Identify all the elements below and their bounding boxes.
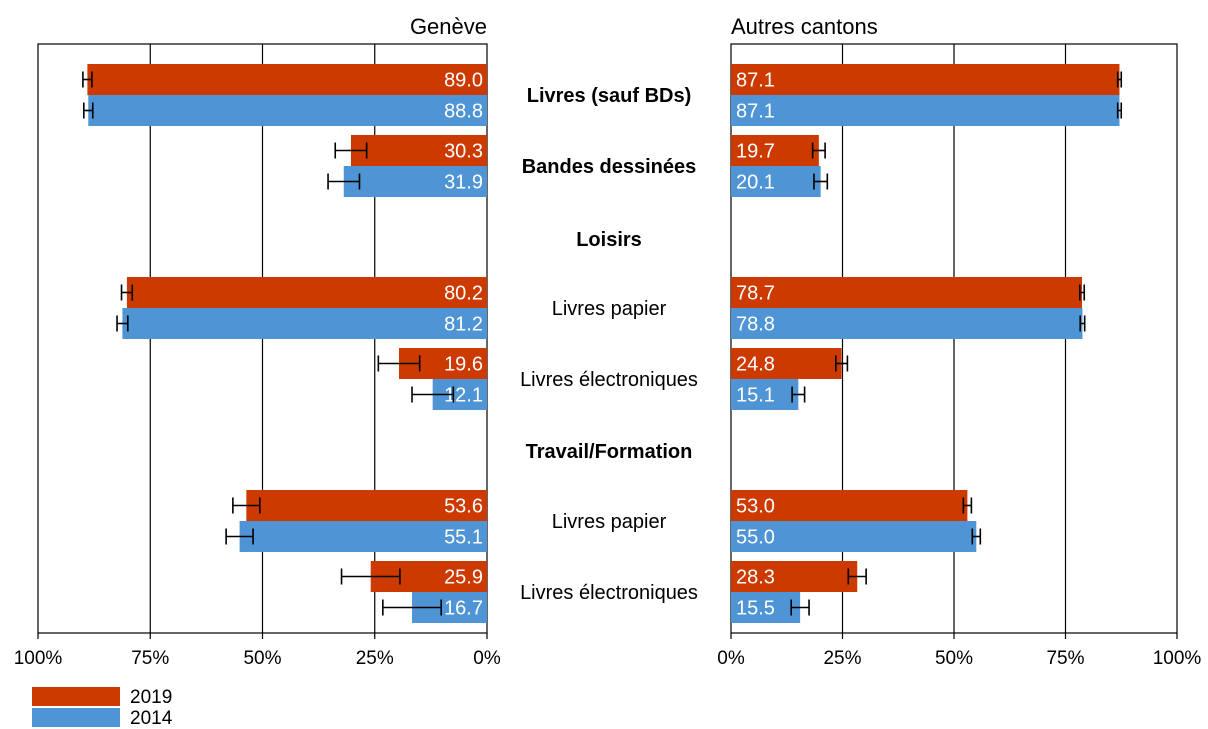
tick-label-right: 75%: [1046, 648, 1084, 669]
data-label-geneve-2014: 81.2: [444, 314, 483, 336]
category-header: Loisirs: [576, 229, 642, 251]
tick-label-right: 0%: [717, 648, 745, 669]
data-label-autres-2014: 20.1: [736, 172, 775, 194]
bar-autres-2019: [731, 277, 1083, 308]
panel-title-autres-cantons: Autres cantons: [731, 14, 878, 39]
bar-geneve-2019: [246, 490, 487, 521]
data-label-autres-2014: 15.1: [736, 385, 775, 407]
bar-geneve-2014: [239, 521, 487, 552]
data-label-geneve-2019: 89.0: [444, 70, 483, 92]
category-label: Livres électroniques: [520, 369, 698, 391]
category-labels: Livres (sauf BDs) Bandes dessinées Loisirs…: [520, 85, 698, 604]
data-label-autres-2014: 78.8: [736, 314, 775, 336]
panel-autres-cantons: 0% 25% 50% 75% 100% Autres cantons 87.1 87.1 19.…: [717, 14, 1201, 669]
tick-label-left: 0%: [473, 648, 501, 669]
data-label-geneve-2014: 12.1: [444, 385, 483, 407]
data-label-geneve-2014: 88.8: [444, 101, 483, 123]
data-label-autres-2014: 15.5: [736, 598, 775, 620]
bar-autres-2019: [731, 490, 968, 521]
bar-geneve-2014: [343, 166, 487, 197]
data-label-geneve-2019: 19.6: [444, 354, 483, 376]
tick-label-left: 50%: [243, 648, 281, 669]
bar-geneve-2014: [88, 95, 488, 126]
legend-swatch-2014: [32, 708, 120, 727]
bar-autres-2014: [731, 95, 1120, 126]
category-label: Livres papier: [552, 511, 667, 533]
data-label-geneve-2019: 25.9: [444, 567, 483, 589]
category-label: Livres (sauf BDs): [527, 85, 692, 107]
tick-label-right: 100%: [1153, 648, 1202, 669]
bar-autres-2014: [731, 592, 801, 623]
data-label-geneve-2014: 31.9: [444, 172, 483, 194]
category-label: Livres électroniques: [520, 582, 698, 604]
data-label-geneve-2019: 30.3: [444, 141, 483, 163]
data-label-autres-2014: 87.1: [736, 101, 775, 123]
bar-autres-2014: [731, 308, 1083, 339]
bar-geneve-2014: [122, 308, 488, 339]
data-label-geneve-2014: 16.7: [444, 598, 483, 620]
panel-title-geneve: Genève: [410, 14, 487, 39]
tick-label-left: 75%: [131, 648, 169, 669]
data-label-autres-2019: 28.3: [736, 567, 775, 589]
bar-geneve-2019: [126, 277, 487, 308]
bar-autres-2019: [731, 135, 819, 166]
category-label: Livres papier: [552, 298, 667, 320]
legend-label-2019: 2019: [130, 687, 172, 708]
tick-label-left: 25%: [356, 648, 394, 669]
bar-autres-2019: [731, 348, 842, 379]
bar-geneve-2019: [87, 64, 487, 95]
data-label-autres-2019: 24.8: [736, 354, 775, 376]
bar-autres-2019: [731, 64, 1120, 95]
data-label-geneve-2014: 55.1: [444, 527, 483, 549]
tick-label-left: 100%: [14, 648, 63, 669]
legend-label-2014: 2014: [130, 708, 173, 729]
bar-geneve-2019: [350, 135, 487, 166]
data-label-geneve-2019: 53.6: [444, 496, 483, 518]
panel-geneve: 100% 75% 50% 25% 0% Genève 89.0 88.8 30.3 31.9 80.…: [14, 14, 501, 669]
data-label-autres-2019: 19.7: [736, 141, 775, 163]
category-label: Bandes dessinées: [522, 156, 697, 178]
tick-label-right: 50%: [935, 648, 973, 669]
legend-swatch-2019: [32, 687, 120, 706]
data-label-autres-2019: 87.1: [736, 70, 775, 92]
bar-autres-2019: [731, 561, 858, 592]
bar-autres-2014: [731, 521, 977, 552]
bar-autres-2014: [731, 166, 821, 197]
data-label-autres-2014: 55.0: [736, 527, 775, 549]
data-label-autres-2019: 78.7: [736, 283, 775, 305]
data-label-autres-2019: 53.0: [736, 496, 775, 518]
tick-label-right: 25%: [823, 648, 861, 669]
category-header: Travail/Formation: [526, 441, 693, 463]
bar-autres-2014: [731, 379, 799, 410]
data-label-geneve-2019: 80.2: [444, 283, 483, 305]
